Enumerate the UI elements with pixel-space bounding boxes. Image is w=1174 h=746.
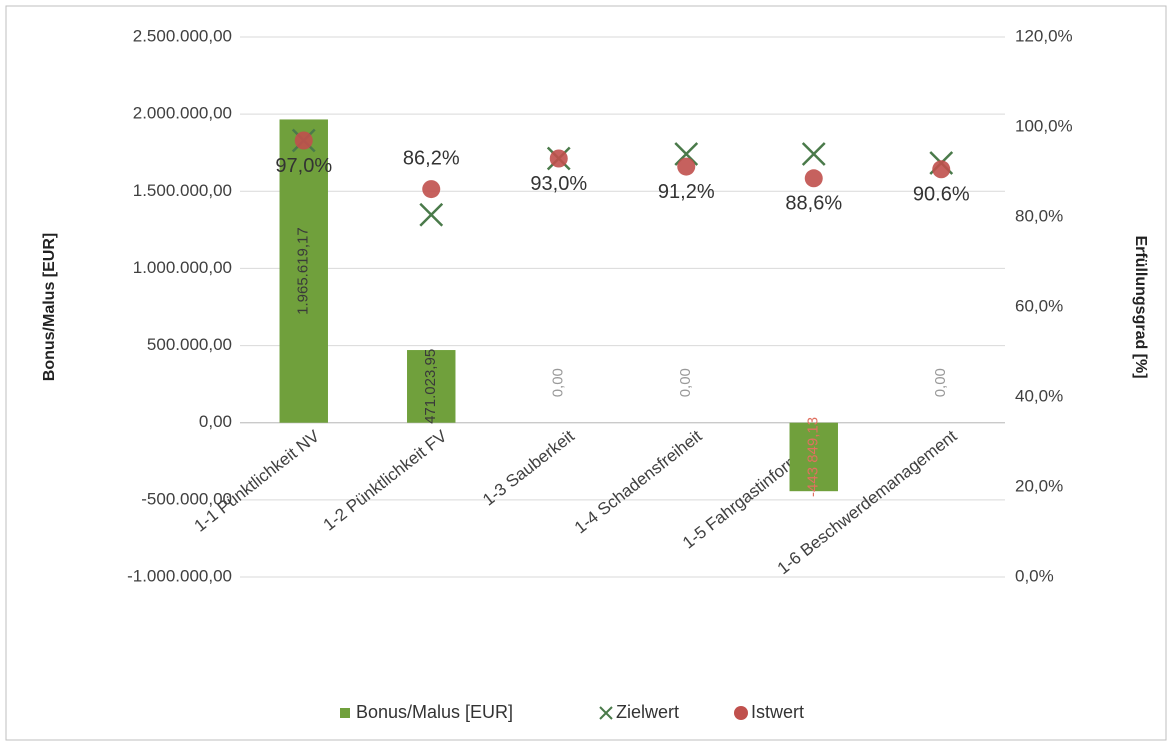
bar-value-label: 0,00 xyxy=(550,368,567,397)
legend-swatch xyxy=(599,706,613,720)
bar-value-label: 0,00 xyxy=(677,368,694,397)
y2-tick-label: 0,0% xyxy=(1015,566,1054,585)
bar xyxy=(407,350,456,423)
target-marker-stroke xyxy=(801,142,826,166)
point-value-label: 97,0% xyxy=(275,155,332,177)
target-marker xyxy=(801,142,826,166)
chart-border xyxy=(5,5,1167,741)
actual-marker xyxy=(677,157,696,176)
y-tick-label: 1.000.000,00 xyxy=(133,258,232,277)
y2-axis-title: Erfüllungsgrad [%] xyxy=(1132,235,1149,378)
bar-value-label: 0,00 xyxy=(932,368,949,397)
y-tick-label: 2.500.000,00 xyxy=(133,26,232,45)
point-value-label: 88,6% xyxy=(785,193,842,215)
actual-marker xyxy=(932,160,951,179)
actual-marker xyxy=(422,180,441,199)
target-marker xyxy=(674,142,699,166)
target-marker-stroke xyxy=(419,202,444,227)
y2-tick-label: 100,0% xyxy=(1015,116,1073,135)
bar-value-label: 1.965.619,17 xyxy=(295,227,312,315)
y2-tick-label: 20,0% xyxy=(1015,476,1063,495)
legend-swatch xyxy=(734,706,748,720)
legend-label: Istwert xyxy=(751,702,804,722)
y-tick-label: 0,00 xyxy=(199,412,232,431)
y2-tick-label: 120,0% xyxy=(1015,26,1073,45)
point-value-label: 91,2% xyxy=(658,181,715,203)
legend-label: Bonus/Malus [EUR] xyxy=(356,702,513,722)
legend-label: Zielwert xyxy=(616,702,679,722)
y-tick-label: -1.000.000,00 xyxy=(127,566,232,585)
actual-marker xyxy=(294,131,313,150)
target-marker xyxy=(419,202,444,227)
y2-tick-label: 80,0% xyxy=(1015,206,1063,225)
bar-value-label: -443 849,13 xyxy=(805,417,822,497)
bar xyxy=(789,422,838,492)
point-value-label: 86,2% xyxy=(403,147,460,169)
bar-value-label: 471.023,95 xyxy=(422,349,439,424)
y2-tick-label: 40,0% xyxy=(1015,386,1063,405)
actual-marker xyxy=(549,149,568,168)
y-tick-label: 2.000.000,00 xyxy=(133,104,232,123)
point-value-label: 90.6% xyxy=(913,184,970,206)
y-tick-label: 1.500.000,00 xyxy=(133,181,232,200)
y-axis-title: Bonus/Malus [EUR] xyxy=(41,233,58,381)
y-tick-label: 500.000,00 xyxy=(147,335,232,354)
point-value-label: 93,0% xyxy=(530,173,587,195)
y-tick-label: -500.000,00 xyxy=(141,489,232,508)
bar xyxy=(279,119,328,423)
actual-marker xyxy=(804,169,823,188)
y2-tick-label: 60,0% xyxy=(1015,296,1063,315)
legend-swatch xyxy=(340,708,350,718)
target-marker-stroke xyxy=(674,142,699,166)
